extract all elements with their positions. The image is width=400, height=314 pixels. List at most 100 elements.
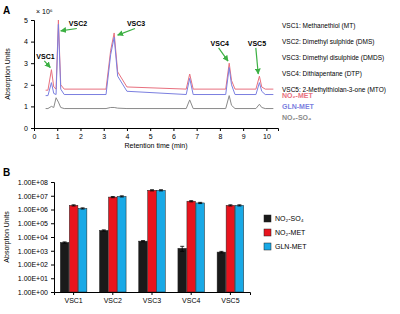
figure: A012345678910012345Retention time (min)A… bbox=[0, 0, 400, 314]
tick-label: 1 bbox=[24, 103, 28, 110]
tick-mark bbox=[112, 292, 113, 295]
tick: 1.00E+01 bbox=[18, 275, 54, 282]
tick-label: 0 bbox=[24, 125, 28, 132]
axis: 012345 bbox=[24, 17, 34, 132]
plot-area bbox=[60, 190, 243, 292]
error-bar bbox=[237, 205, 241, 206]
tick: 1 bbox=[56, 128, 60, 140]
tick-label: 4 bbox=[125, 133, 129, 140]
legend-swatch bbox=[264, 243, 271, 250]
error-cap bbox=[198, 202, 202, 203]
tick-label: 5 bbox=[24, 17, 28, 24]
tick-label: VSC2 bbox=[104, 297, 122, 304]
error-cap bbox=[219, 252, 223, 253]
legend-label: NO₂-MET bbox=[282, 92, 313, 99]
tick: VSC4 bbox=[182, 292, 200, 304]
bar bbox=[109, 197, 118, 292]
tick: 1.00E+04 bbox=[18, 234, 54, 241]
tick-label: 1.00E+06 bbox=[18, 206, 48, 213]
tick: 1 bbox=[24, 103, 34, 110]
trace bbox=[46, 96, 274, 109]
tick-mark bbox=[51, 182, 54, 183]
tick-label: 1.00E+04 bbox=[18, 234, 48, 241]
plot-area bbox=[46, 20, 274, 109]
error-cap bbox=[189, 200, 193, 201]
tick: 2 bbox=[24, 82, 34, 89]
error-cap bbox=[72, 204, 76, 205]
panel: B VSC1 VSC2 VSC3 VSC4 VSC5 1.00E+00 1.00E+01 1.0… bbox=[3, 167, 307, 304]
error-bar bbox=[228, 205, 232, 206]
error-cap bbox=[228, 205, 232, 206]
tick-mark bbox=[31, 42, 34, 43]
arrow bbox=[219, 48, 228, 61]
tick-label: 7 bbox=[195, 133, 199, 140]
error-cap bbox=[141, 241, 145, 242]
bar bbox=[187, 201, 196, 292]
tick-mark bbox=[243, 128, 244, 131]
tick-mark bbox=[191, 292, 192, 295]
tick-label: 1.00E+08 bbox=[18, 179, 48, 186]
tick: 5 bbox=[24, 17, 34, 24]
compound-key: VSC1: Methanethiol (MT) bbox=[282, 22, 355, 30]
tick-mark bbox=[230, 292, 231, 295]
legend-swatch bbox=[264, 215, 271, 222]
tick: VSC1 bbox=[64, 292, 82, 304]
tick-label: 1 bbox=[56, 133, 60, 140]
x-axis-title: Retention time (min) bbox=[124, 142, 187, 150]
tick-mark bbox=[31, 106, 34, 107]
error-bar bbox=[81, 208, 85, 209]
tick-mark bbox=[80, 128, 81, 131]
annotation: VSC4 bbox=[211, 40, 229, 47]
annotation: VSC5 bbox=[248, 40, 266, 47]
arrow bbox=[61, 28, 77, 30]
bar bbox=[196, 203, 205, 292]
error-cap bbox=[81, 207, 85, 208]
annotation: VSC3 bbox=[127, 20, 145, 27]
error-cap bbox=[189, 201, 193, 202]
tick-label: VSC4 bbox=[182, 297, 200, 304]
tick-label: 1.00E+01 bbox=[18, 275, 48, 282]
bar bbox=[157, 190, 166, 292]
tick-label: 3 bbox=[24, 60, 28, 67]
tick: 3 bbox=[102, 128, 106, 140]
axis-line bbox=[31, 21, 35, 129]
tick: 8 bbox=[218, 128, 222, 140]
error-cap bbox=[63, 241, 67, 242]
error-bar bbox=[102, 230, 106, 231]
tick: 9 bbox=[242, 128, 246, 140]
tick: 0 bbox=[33, 128, 37, 140]
tick: 4 bbox=[125, 128, 129, 140]
tick-label: VSC5 bbox=[221, 297, 239, 304]
legend-label: NO₂-MET bbox=[275, 229, 306, 236]
error-cap bbox=[102, 229, 106, 230]
bar bbox=[148, 190, 157, 292]
tick-label: 1.00E+00 bbox=[18, 289, 48, 296]
arrow bbox=[256, 48, 258, 74]
tick-mark bbox=[197, 128, 198, 131]
tick-mark bbox=[51, 223, 54, 224]
tick-mark bbox=[104, 128, 105, 131]
bar bbox=[78, 208, 87, 292]
panel-title: A bbox=[3, 5, 10, 16]
error-bar bbox=[111, 197, 115, 198]
tick-mark bbox=[57, 128, 58, 131]
error-bar bbox=[120, 196, 124, 197]
error-cap bbox=[198, 203, 202, 204]
compound-key: VSC2: Dimethyl sulphide (DMS) bbox=[282, 38, 374, 46]
trace bbox=[46, 20, 274, 90]
tick-label: VSC3 bbox=[143, 297, 161, 304]
bar bbox=[118, 196, 127, 292]
error-cap bbox=[237, 204, 241, 205]
trace bbox=[46, 24, 274, 95]
panel: A012345678910012345Retention time (min)A… bbox=[3, 5, 386, 150]
error-cap bbox=[219, 251, 223, 252]
error-cap bbox=[111, 197, 115, 198]
error-cap bbox=[72, 205, 76, 206]
tick-mark bbox=[51, 251, 54, 252]
panel-title: B bbox=[3, 167, 10, 178]
tick-mark bbox=[31, 128, 34, 129]
bar bbox=[235, 205, 244, 292]
tick-mark bbox=[51, 210, 54, 211]
y-axis-title: Absorption Units bbox=[3, 211, 11, 263]
error-cap bbox=[228, 204, 232, 205]
